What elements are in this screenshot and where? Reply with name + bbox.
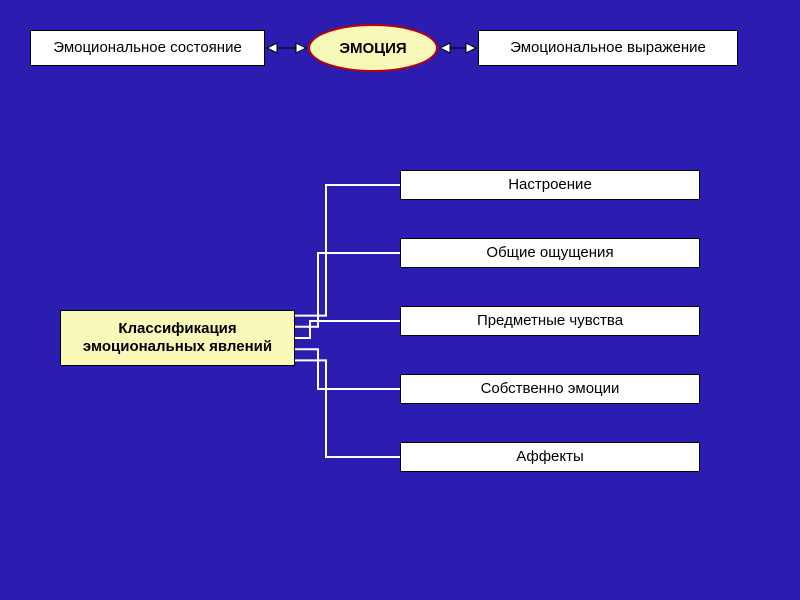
classification-item-2-label: Предметные чувства <box>477 312 623 330</box>
classification-item-3-label: Собственно эмоции <box>481 380 620 398</box>
classification-item-4-label: Аффекты <box>516 448 584 466</box>
top-left-label: Эмоциональное состояние <box>53 39 242 57</box>
top-left-box: Эмоциональное состояние <box>30 30 265 66</box>
diagram-canvas <box>0 0 800 600</box>
classification-root-box: Классификация эмоциональных явлений <box>60 310 295 366</box>
classification-item-1: Общие ощущения <box>400 238 700 268</box>
classification-root-label: Классификация эмоциональных явлений <box>61 320 294 356</box>
top-center-label: ЭМОЦИЯ <box>339 40 406 57</box>
top-center-ellipse: ЭМОЦИЯ <box>308 24 438 72</box>
classification-item-4: Аффекты <box>400 442 700 472</box>
classification-item-2: Предметные чувства <box>400 306 700 336</box>
classification-item-0: Настроение <box>400 170 700 200</box>
classification-item-0-label: Настроение <box>508 176 592 194</box>
top-right-box: Эмоциональное выражение <box>478 30 738 66</box>
top-right-label: Эмоциональное выражение <box>510 39 706 57</box>
classification-item-3: Собственно эмоции <box>400 374 700 404</box>
classification-item-1-label: Общие ощущения <box>486 244 613 262</box>
